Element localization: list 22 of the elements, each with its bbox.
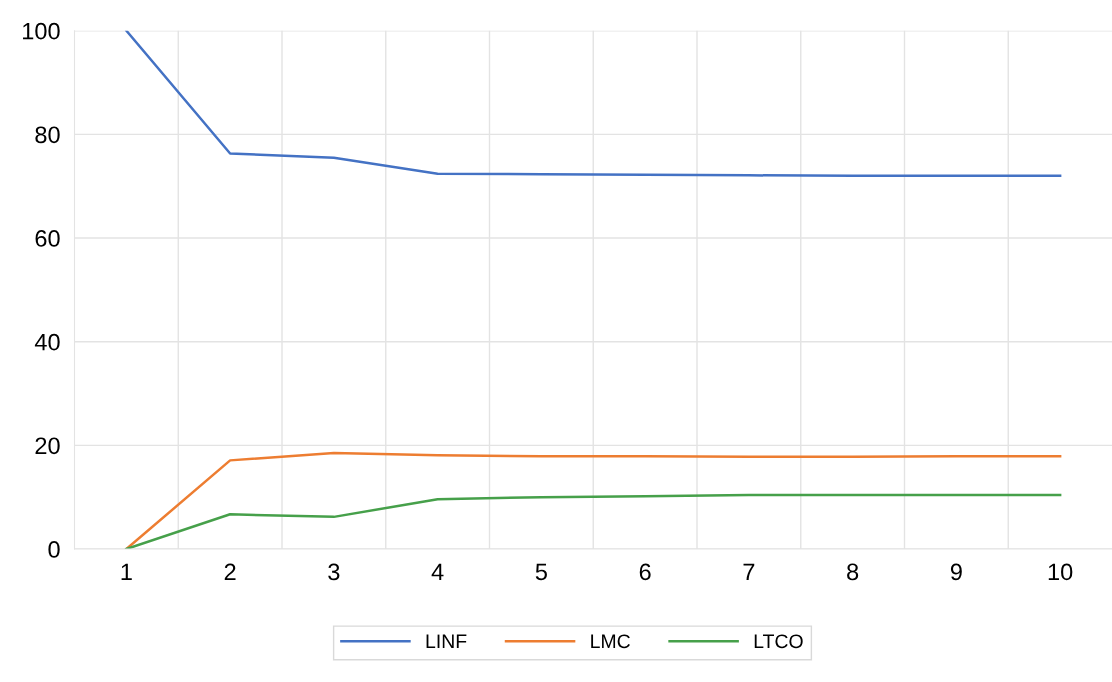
x-tick-label: 4 (431, 563, 444, 581)
legend-label: LINF (426, 634, 467, 648)
x-tick-label: 1 (121, 563, 132, 581)
legend-label: LMC (591, 634, 630, 649)
x-tick-label: 8 (847, 563, 859, 581)
x-tick-label: 2 (224, 563, 236, 581)
y-tick-label: 100 (23, 22, 60, 40)
line-series (125, 30, 1062, 178)
y-tick-label: 80 (35, 126, 60, 144)
x-tick-label: 5 (535, 563, 547, 581)
x-tick-label: 3 (328, 563, 340, 581)
y-tick-label: 0 (48, 541, 60, 558)
y-tick-label: 40 (34, 333, 60, 351)
x-tick-label: 9 (950, 563, 962, 581)
x-tick-label: 10 (1048, 563, 1073, 581)
x-tick-label: 7 (743, 563, 755, 581)
line-series (125, 451, 1062, 550)
line-series (125, 493, 1062, 550)
x-tick-label: 6 (639, 563, 651, 581)
y-tick-label: 60 (35, 230, 60, 247)
legend-label: LTCO (754, 634, 803, 649)
y-tick-label: 20 (35, 437, 60, 455)
